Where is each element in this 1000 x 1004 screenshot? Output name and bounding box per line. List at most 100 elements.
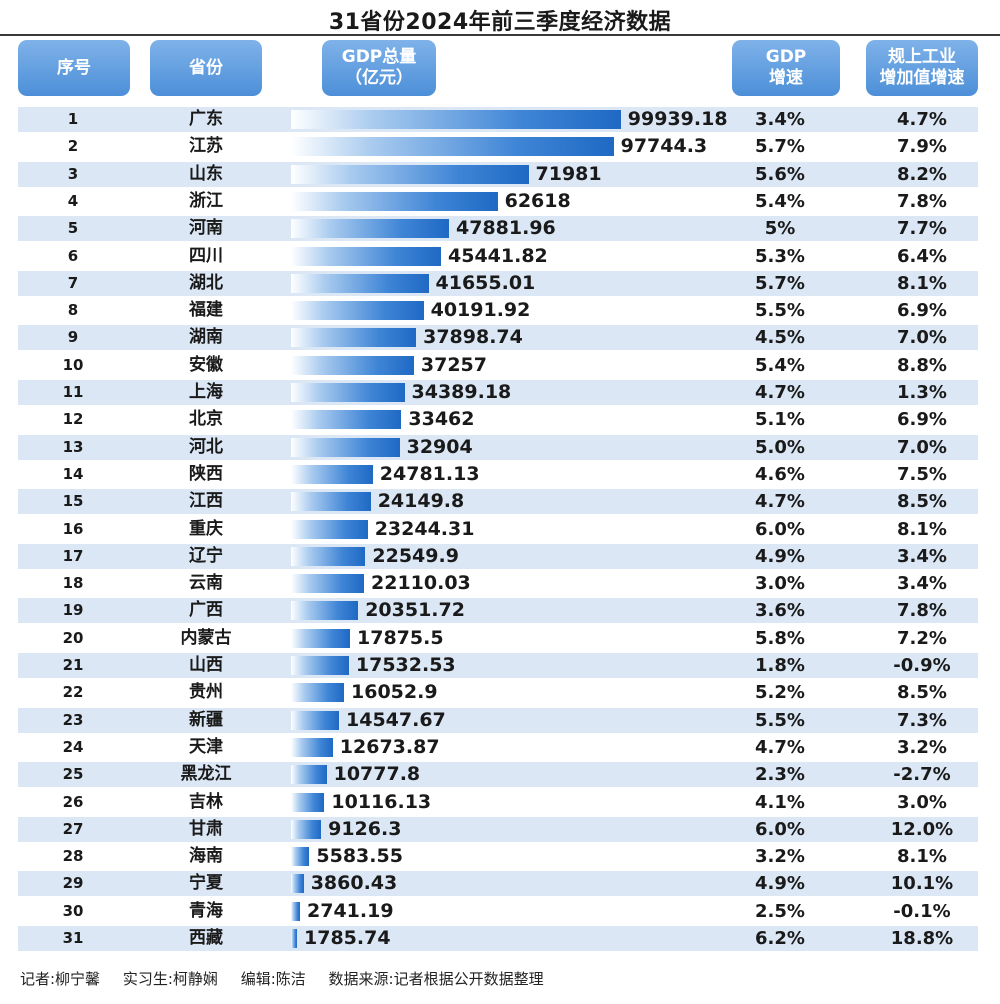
province-label: 海南 [189, 846, 223, 867]
gdp-growth-cell: 6.0% [755, 818, 805, 840]
gdp-value-label: 45441.82 [448, 244, 548, 267]
gdp-value-label: 20351.72 [365, 599, 465, 622]
rank-cell: 11 [62, 383, 84, 401]
industrial-growth-cell: 8.1% [897, 518, 947, 540]
province-label: 山东 [189, 163, 223, 184]
province-label: 安徽 [189, 354, 223, 375]
province-label: 云南 [189, 573, 223, 594]
gdp-bar [291, 273, 429, 293]
rank-cell: 12 [62, 410, 84, 429]
header-gdp-growth: GDP 增速 [732, 40, 840, 96]
industrial-growth-cell: 6.9% [897, 409, 947, 431]
table-row: 31 西藏 1785.74 6.2% 18.8% [18, 926, 978, 951]
province-label: 西藏 [189, 928, 223, 948]
gdp-growth-cell: 4.9% [755, 873, 805, 895]
rank-cell: 18 [62, 574, 84, 593]
rank-cell: 6 [67, 246, 79, 265]
province-label: 上海 [189, 382, 223, 402]
rank-cell: 1 [67, 110, 79, 128]
province-label: 辽宁 [189, 545, 223, 566]
gdp-value-label: 37898.74 [423, 326, 523, 349]
province-label: 北京 [189, 409, 223, 430]
gdp-growth-cell: 4.1% [755, 791, 805, 813]
province-label: 湖南 [189, 327, 223, 348]
table-row: 1 广东 99939.18 3.4% 4.7% [18, 107, 978, 132]
table-row: 8 福建 40191.92 5.5% 6.9% [18, 298, 978, 324]
gdp-value-label: 17875.5 [357, 626, 444, 649]
industrial-growth-cell: 3.4% [897, 573, 947, 595]
rank-cell: 5 [67, 219, 79, 238]
province-label: 江苏 [189, 136, 223, 157]
province-label: 广西 [189, 600, 223, 621]
rank-cell: 10 [62, 355, 84, 374]
rank-cell: 3 [67, 164, 79, 183]
province-label: 贵州 [189, 682, 223, 703]
gdp-growth-cell: 6.0% [755, 518, 805, 540]
footer-reporter: 记者:柳宁馨 [20, 970, 101, 988]
gdp-bar [291, 383, 405, 402]
gdp-growth-cell: 5.7% [755, 272, 805, 294]
gdp-bar [291, 819, 322, 839]
gdp-value-label: 22549.9 [372, 544, 459, 567]
gdp-value-label: 5583.55 [316, 845, 403, 868]
footer-editor: 编辑:陈洁 [240, 970, 306, 988]
industrial-growth-cell: 1.3% [897, 382, 947, 403]
table-row: 13 河北 32904 5.0% 7.0% [18, 434, 978, 460]
gdp-bar [291, 164, 529, 184]
province-label: 新疆 [189, 709, 223, 730]
industrial-growth-cell: 6.9% [897, 300, 947, 322]
gdp-value-label: 99939.18 [627, 108, 728, 130]
gdp-bar [291, 191, 498, 211]
gdp-bar [291, 219, 449, 239]
industrial-growth-cell: 8.8% [897, 354, 947, 376]
rank-cell: 17 [62, 546, 84, 565]
rank-cell: 13 [62, 437, 84, 456]
table-row: 30 青海 2741.19 2.5% -0.1% [18, 898, 978, 924]
province-label: 福建 [189, 300, 223, 321]
rank-cell: 16 [62, 519, 84, 538]
industrial-growth-cell: -0.9% [893, 655, 951, 676]
rank-cell: 25 [62, 765, 84, 784]
province-label: 四川 [189, 245, 223, 266]
gdp-bar [291, 355, 414, 375]
gdp-growth-cell: 2.3% [755, 764, 805, 786]
table-row: 24 天津 12673.87 4.7% 3.2% [18, 734, 978, 760]
industrial-growth-cell: 8.5% [897, 682, 947, 704]
industrial-growth-cell: 3.0% [897, 791, 947, 813]
province-label: 江西 [189, 491, 223, 512]
table-row: 20 内蒙古 17875.5 5.8% 7.2% [18, 625, 978, 651]
table-row: 3 山东 71981 5.6% 8.2% [18, 161, 978, 187]
rank-cell: 9 [67, 328, 79, 347]
gdp-growth-cell: 4.6% [755, 463, 805, 485]
gdp-value-label: 34389.18 [411, 381, 512, 403]
gdp-bar [291, 246, 441, 266]
rank-cell: 21 [62, 656, 84, 674]
footer-source: 数据来源:记者根据公开数据整理 [328, 970, 544, 988]
province-label: 吉林 [189, 791, 223, 812]
table-row: 17 辽宁 22549.9 4.9% 3.4% [18, 543, 978, 569]
industrial-growth-cell: 4.7% [897, 109, 947, 130]
rank-cell: 8 [67, 301, 79, 320]
gdp-growth-cell: 3.2% [755, 846, 805, 868]
table-row: 6 四川 45441.82 5.3% 6.4% [18, 243, 978, 269]
industrial-growth-cell: -2.7% [893, 764, 951, 786]
gdp-value-label: 33462 [408, 408, 475, 431]
rank-cell: 27 [62, 819, 84, 838]
gdp-growth-cell: 5.4% [755, 354, 805, 376]
gdp-value-label: 62618 [504, 189, 571, 212]
gdp-bar [291, 901, 300, 921]
province-label: 河北 [189, 436, 223, 457]
gdp-value-label: 16052.9 [351, 681, 438, 704]
province-label: 湖北 [189, 272, 223, 293]
rank-cell: 7 [67, 273, 79, 292]
table-row: 22 贵州 16052.9 5.2% 8.5% [18, 680, 978, 706]
table-row: 16 重庆 23244.31 6.0% 8.1% [18, 516, 978, 542]
industrial-growth-cell: 7.0% [897, 327, 947, 349]
rank-cell: 29 [62, 874, 84, 893]
rank-cell: 2 [67, 137, 79, 156]
rank-cell: 31 [62, 929, 84, 947]
gdp-bar [291, 628, 350, 648]
gdp-bar [291, 710, 339, 730]
province-label: 天津 [189, 736, 223, 757]
gdp-value-label: 10777.8 [333, 763, 421, 786]
